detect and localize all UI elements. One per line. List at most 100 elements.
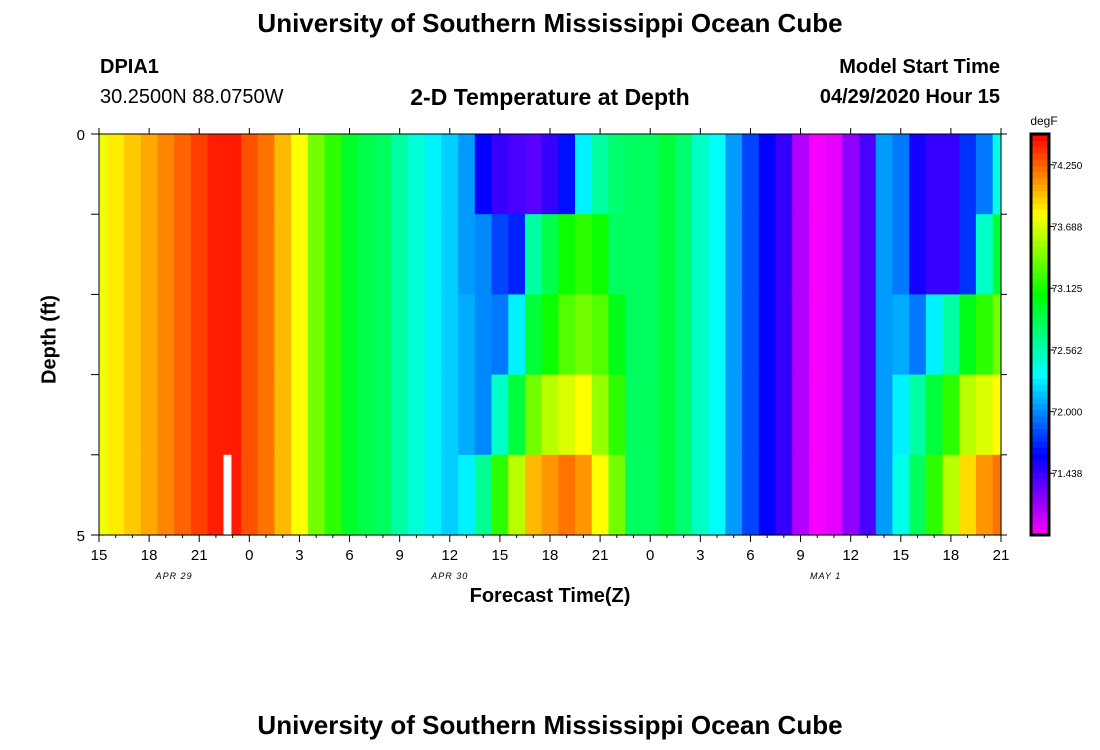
heatmap-cell <box>575 374 593 456</box>
heatmap-cell <box>558 294 576 376</box>
heatmap-cell <box>625 454 643 536</box>
heatmap-cell <box>808 374 827 456</box>
heatmap-cell <box>491 454 509 536</box>
heatmap-cell <box>391 134 409 215</box>
heatmap-cell <box>441 454 459 536</box>
colorbar-segment <box>1031 271 1049 279</box>
x-tick-label: 15 <box>492 547 509 564</box>
heatmap-cell <box>341 134 359 215</box>
heatmap-cell <box>274 454 292 536</box>
marker-bar <box>223 454 232 535</box>
colorbar-segment <box>1031 453 1049 461</box>
heatmap-cell <box>875 454 894 536</box>
heatmap-cell <box>892 134 910 215</box>
heatmap-cell <box>174 134 192 215</box>
colorbar-segment <box>1031 466 1049 473</box>
heatmap-cell <box>925 134 944 215</box>
colorbar-segment <box>1031 259 1049 267</box>
x-tick-label: 21 <box>993 547 1010 564</box>
heatmap-cell <box>658 374 676 456</box>
heatmap-cell <box>207 454 225 536</box>
heatmap-cell <box>174 454 192 536</box>
heatmap-cell <box>224 374 242 456</box>
station-id: DPIA1 <box>100 56 159 78</box>
heatmap-cell <box>875 214 894 295</box>
heatmap-cell <box>909 134 927 215</box>
heatmap-cell <box>508 214 526 295</box>
heatmap-cell <box>859 454 877 536</box>
x-tick-label: 18 <box>943 547 960 564</box>
heatmap-cell <box>625 214 643 295</box>
heatmap-cell <box>859 134 877 215</box>
heatmap-cell <box>975 214 994 295</box>
heatmap-cell <box>558 454 576 536</box>
heatmap-cell <box>658 134 676 215</box>
heatmap-cell <box>675 294 693 376</box>
heatmap-cell <box>391 294 409 376</box>
heatmap-cell <box>491 374 509 456</box>
heatmap-cell <box>708 134 726 215</box>
x-tick-label: 21 <box>592 547 609 564</box>
heatmap-cell <box>107 134 125 215</box>
heatmap-cell <box>140 374 159 456</box>
heatmap-cell <box>909 294 927 376</box>
heatmap-cell <box>474 374 493 456</box>
colorbar-segment <box>1031 240 1049 248</box>
heatmap-cell <box>959 294 977 376</box>
heatmap-cell <box>725 214 743 295</box>
heatmap-cell <box>842 214 860 295</box>
heatmap-cell <box>124 214 142 295</box>
heatmap-cell <box>140 134 159 215</box>
heatmap-cell <box>959 214 977 295</box>
heatmap-cell <box>541 454 559 536</box>
heatmap-cell <box>157 454 175 536</box>
heatmap-cell <box>675 454 693 536</box>
heatmap-cell <box>124 294 142 376</box>
heatmap-cell <box>424 134 443 215</box>
heatmap-cell <box>742 374 760 456</box>
heatmap-cell <box>658 454 676 536</box>
heatmap-cell <box>224 134 242 215</box>
colorbar-segment <box>1031 528 1049 536</box>
heatmap-cell <box>424 374 443 456</box>
heatmap-cell <box>441 134 459 215</box>
heatmap-cell <box>658 214 676 295</box>
heatmap-cell <box>291 454 309 536</box>
heatmap-cell <box>257 214 275 295</box>
colorbar-segment <box>1031 428 1049 436</box>
heatmap-cell <box>524 214 543 295</box>
heatmap-cell <box>708 294 726 376</box>
heatmap-cell <box>474 454 493 536</box>
heatmap-cell <box>742 454 760 536</box>
heatmap-cell <box>842 134 860 215</box>
heatmap-cell <box>291 134 309 215</box>
heatmap-cell <box>942 374 960 456</box>
heatmap-cell <box>625 294 643 376</box>
colorbar-segment <box>1031 221 1049 229</box>
heatmap-cell <box>107 294 125 376</box>
heatmap-cell <box>374 294 392 376</box>
heatmap-cell <box>675 214 693 295</box>
heatmap-cell <box>942 294 960 376</box>
heatmap-cell <box>274 134 292 215</box>
colorbar-segment <box>1031 459 1049 467</box>
marker-layer <box>223 454 232 535</box>
colorbar-segment <box>1031 152 1049 160</box>
heatmap-cell <box>207 374 225 456</box>
heatmap-cell <box>942 134 960 215</box>
heatmap-cell <box>474 294 493 376</box>
colorbar-units: degF <box>1030 114 1057 128</box>
heatmap-cell <box>408 454 426 536</box>
x-tick-label: 18 <box>542 547 559 564</box>
heatmap-cell <box>524 134 543 215</box>
heatmap-cell <box>458 214 476 295</box>
y-tick-label: 0 <box>77 127 85 144</box>
heatmap-cell <box>925 294 944 376</box>
colorbar-segment <box>1031 265 1049 273</box>
heatmap-cell <box>491 294 509 376</box>
heatmap-cell <box>99 374 108 456</box>
heatmap-cell <box>558 374 576 456</box>
colorbar-segment <box>1031 202 1049 210</box>
heatmap-cell <box>608 454 626 536</box>
